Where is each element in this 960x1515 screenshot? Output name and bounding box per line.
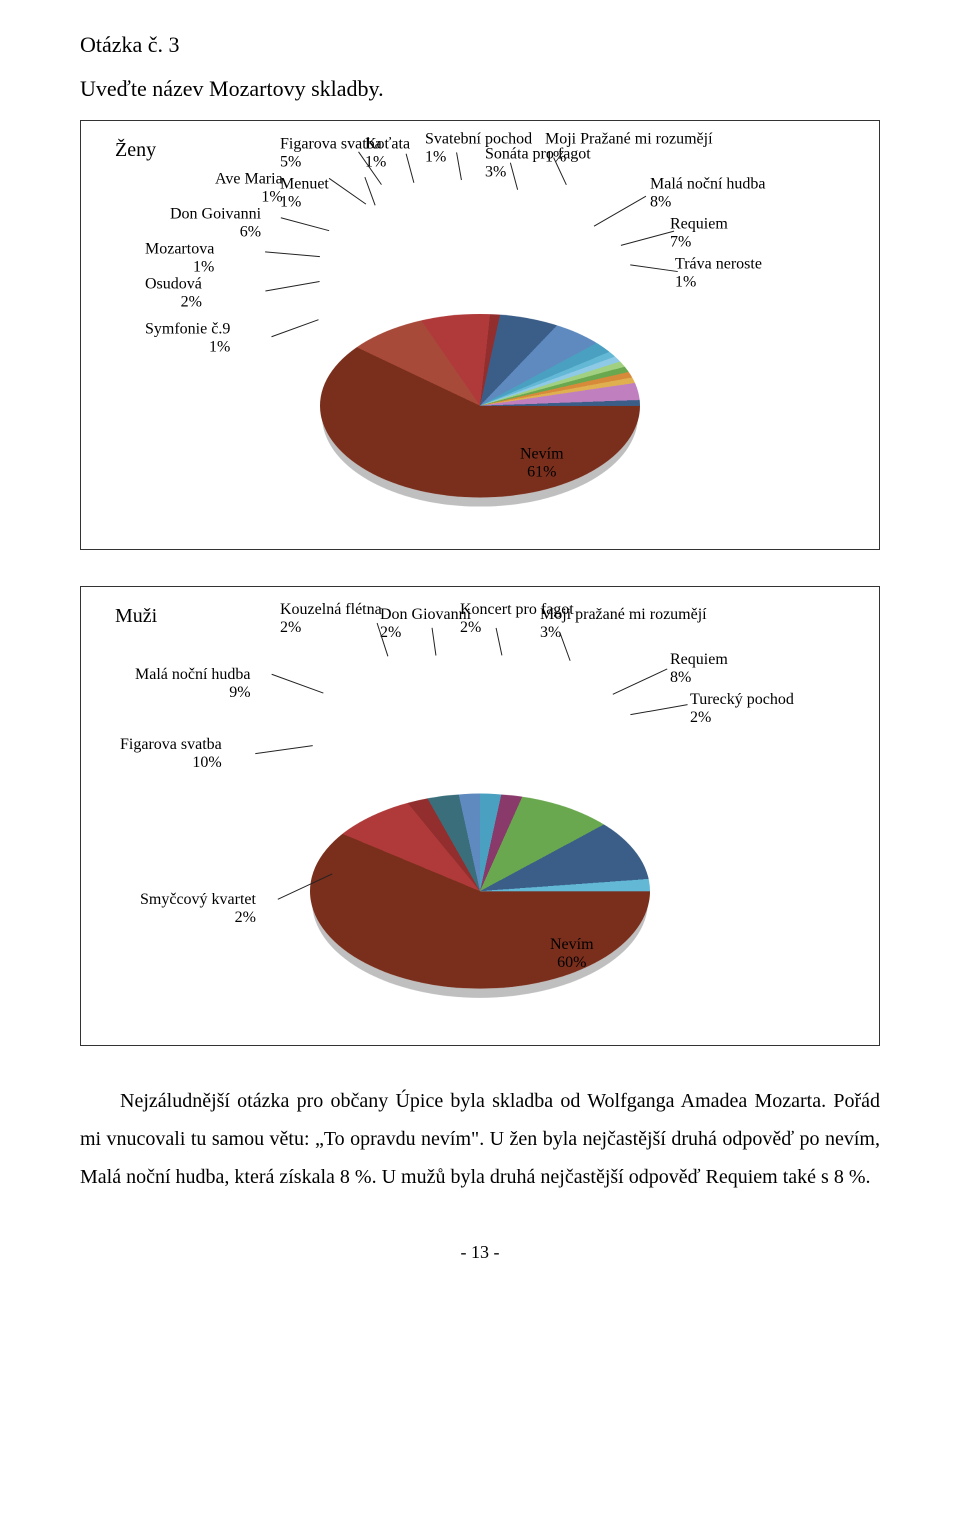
slice-label: Mozartova1% <box>145 241 214 278</box>
slice-label: Nevím61% <box>520 446 564 483</box>
chart-muzi: Muži Nevím60%Requiem8%Turecký pochod2%Mo… <box>80 586 880 1046</box>
slice-label: Figarova svatba10% <box>120 736 222 773</box>
slice-label: Malá noční hudba8% <box>650 176 766 213</box>
paragraph: Nejzáludnější otázka pro občany Úpice by… <box>80 1082 880 1196</box>
question-text: Uveďte název Mozartovy skladby. <box>80 76 880 102</box>
chart-title-muzi: Muži <box>115 605 157 628</box>
page-number: - 13 - <box>80 1242 880 1263</box>
chart-title-zeny: Ženy <box>115 139 156 162</box>
slice-label: Turecký pochod2% <box>690 691 794 728</box>
question-number: Otázka č. 3 <box>80 32 880 58</box>
slice-label: Malá noční hudba9% <box>135 666 251 703</box>
slice-label: Moji Pražané mi rozumějí1% <box>545 131 713 168</box>
slice-label: Koncert pro fagot2% <box>460 601 574 638</box>
slice-label: Requiem7% <box>670 216 728 253</box>
slice-label: Don Goivanni6% <box>170 206 261 243</box>
slice-label: Koťata1% <box>365 136 410 173</box>
slice-label: Menuet1% <box>280 176 329 213</box>
slice-label: Kouzelná flétna2% <box>280 601 382 638</box>
slice-label: Ave Maria1% <box>215 171 283 208</box>
slice-label: Smyčcový kvartet2% <box>140 891 256 928</box>
slice-label: Tráva neroste1% <box>675 256 762 293</box>
chart-zeny: Ženy Nevím61% Malá noční hudba8%Requiem7%… <box>80 120 880 550</box>
slice-label: Requiem8% <box>670 651 728 688</box>
slice-label: Symfonie č.91% <box>145 321 230 358</box>
slice-label: Don Giovanni2% <box>380 606 471 643</box>
slice-label: Osudová2% <box>145 276 202 313</box>
slice-label: Nevím60% <box>550 936 594 973</box>
paragraph-text: Nejzáludnější otázka pro občany Úpice by… <box>80 1082 880 1196</box>
